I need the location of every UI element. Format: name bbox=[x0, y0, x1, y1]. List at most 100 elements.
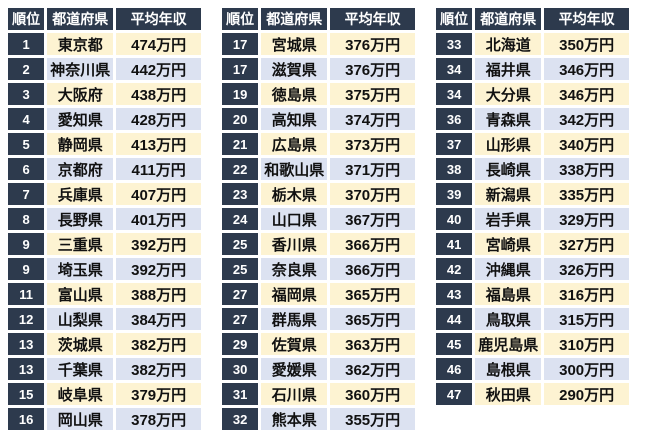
prefecture-cell: 北海道 bbox=[475, 33, 542, 55]
table-row: 2 神奈川県 442万円 bbox=[8, 58, 201, 80]
table-row: 13 茨城県 382万円 bbox=[8, 333, 201, 355]
prefecture-cell: 三重県 bbox=[47, 233, 114, 255]
prefecture-cell: 山梨県 bbox=[47, 308, 114, 330]
rank-column-header: 順位 bbox=[222, 8, 259, 30]
rank-cell: 16 bbox=[8, 408, 45, 430]
income-cell: 342万円 bbox=[544, 108, 629, 130]
income-cell: 388万円 bbox=[116, 283, 201, 305]
prefecture-cell: 千葉県 bbox=[47, 358, 114, 380]
income-cell: 326万円 bbox=[544, 258, 629, 280]
prefecture-cell: 静岡県 bbox=[47, 133, 114, 155]
rank-cell: 24 bbox=[222, 208, 259, 230]
table-row: 17 滋賀県 376万円 bbox=[222, 58, 415, 80]
table-row: 29 佐賀県 363万円 bbox=[222, 333, 415, 355]
rank-cell: 23 bbox=[222, 183, 259, 205]
income-cell: 366万円 bbox=[330, 233, 415, 255]
rank-cell: 13 bbox=[8, 333, 45, 355]
rank-column-header: 順位 bbox=[8, 8, 45, 30]
table-row: 3 大阪府 438万円 bbox=[8, 83, 201, 105]
prefecture-cell: 埼玉県 bbox=[47, 258, 114, 280]
ranking-tables-container: 順位 都道府県 平均年収 1 東京都 474万円 2 神奈川県 442万円 3 … bbox=[8, 5, 629, 433]
income-cell: 371万円 bbox=[330, 158, 415, 180]
prefecture-cell: 福島県 bbox=[475, 283, 542, 305]
income-cell: 366万円 bbox=[330, 258, 415, 280]
income-column-header: 平均年収 bbox=[116, 8, 201, 30]
income-cell: 290万円 bbox=[544, 383, 629, 405]
rank-cell: 17 bbox=[222, 58, 259, 80]
table-row: 6 京都府 411万円 bbox=[8, 158, 201, 180]
rank-cell: 8 bbox=[8, 208, 45, 230]
rank-cell: 9 bbox=[8, 258, 45, 280]
table-row: 24 山口県 367万円 bbox=[222, 208, 415, 230]
income-cell: 365万円 bbox=[330, 308, 415, 330]
income-cell: 382万円 bbox=[116, 333, 201, 355]
prefecture-cell: 兵庫県 bbox=[47, 183, 114, 205]
prefecture-cell: 滋賀県 bbox=[261, 58, 328, 80]
table-row: 30 愛媛県 362万円 bbox=[222, 358, 415, 380]
header-row: 順位 都道府県 平均年収 bbox=[436, 8, 629, 30]
prefecture-cell: 石川県 bbox=[261, 383, 328, 405]
income-cell: 428万円 bbox=[116, 108, 201, 130]
income-cell: 411万円 bbox=[116, 158, 201, 180]
prefecture-column-header: 都道府県 bbox=[475, 8, 542, 30]
table-row: 8 長野県 401万円 bbox=[8, 208, 201, 230]
table-row: 23 栃木県 370万円 bbox=[222, 183, 415, 205]
rank-cell: 42 bbox=[436, 258, 473, 280]
income-cell: 379万円 bbox=[116, 383, 201, 405]
table-row: 42 沖縄県 326万円 bbox=[436, 258, 629, 280]
rank-cell: 21 bbox=[222, 133, 259, 155]
ranking-table-2: 順位 都道府県 平均年収 17 宮城県 376万円 17 滋賀県 376万円 1… bbox=[219, 5, 418, 433]
income-cell: 338万円 bbox=[544, 158, 629, 180]
table-row: 25 奈良県 366万円 bbox=[222, 258, 415, 280]
rank-cell: 32 bbox=[222, 408, 259, 430]
income-cell: 363万円 bbox=[330, 333, 415, 355]
income-column-header: 平均年収 bbox=[330, 8, 415, 30]
income-cell: 392万円 bbox=[116, 233, 201, 255]
table-row: 16 岡山県 378万円 bbox=[8, 408, 201, 430]
table-row: 15 岐阜県 379万円 bbox=[8, 383, 201, 405]
rank-cell: 30 bbox=[222, 358, 259, 380]
table-row: 37 山形県 340万円 bbox=[436, 133, 629, 155]
prefecture-cell: 大分県 bbox=[475, 83, 542, 105]
income-cell: 355万円 bbox=[330, 408, 415, 430]
rank-cell: 27 bbox=[222, 283, 259, 305]
prefecture-cell: 和歌山県 bbox=[261, 158, 328, 180]
rank-cell: 19 bbox=[222, 83, 259, 105]
rank-column-header: 順位 bbox=[436, 8, 473, 30]
prefecture-column-header: 都道府県 bbox=[47, 8, 114, 30]
income-cell: 401万円 bbox=[116, 208, 201, 230]
table-row: 32 熊本県 355万円 bbox=[222, 408, 415, 430]
prefecture-cell: 宮崎県 bbox=[475, 233, 542, 255]
income-cell: 375万円 bbox=[330, 83, 415, 105]
table-row: 9 埼玉県 392万円 bbox=[8, 258, 201, 280]
prefecture-cell: 徳島県 bbox=[261, 83, 328, 105]
prefecture-cell: 東京都 bbox=[47, 33, 114, 55]
income-cell: 407万円 bbox=[116, 183, 201, 205]
prefecture-cell: 茨城県 bbox=[47, 333, 114, 355]
rank-cell: 17 bbox=[222, 33, 259, 55]
table-row: 33 北海道 350万円 bbox=[436, 33, 629, 55]
rank-cell: 1 bbox=[8, 33, 45, 55]
rank-cell: 22 bbox=[222, 158, 259, 180]
table-row: 12 山梨県 384万円 bbox=[8, 308, 201, 330]
table-row: 43 福島県 316万円 bbox=[436, 283, 629, 305]
table-row: 9 三重県 392万円 bbox=[8, 233, 201, 255]
income-cell: 346万円 bbox=[544, 83, 629, 105]
table-row: 13 千葉県 382万円 bbox=[8, 358, 201, 380]
prefecture-cell: 愛知県 bbox=[47, 108, 114, 130]
income-cell: 376万円 bbox=[330, 58, 415, 80]
prefecture-cell: 大阪府 bbox=[47, 83, 114, 105]
table-row: 36 青森県 342万円 bbox=[436, 108, 629, 130]
rank-cell: 47 bbox=[436, 383, 473, 405]
rank-cell: 44 bbox=[436, 308, 473, 330]
prefecture-cell: 長崎県 bbox=[475, 158, 542, 180]
rank-cell: 36 bbox=[436, 108, 473, 130]
prefecture-cell: 秋田県 bbox=[475, 383, 542, 405]
rank-cell: 46 bbox=[436, 358, 473, 380]
prefecture-cell: 高知県 bbox=[261, 108, 328, 130]
income-cell: 376万円 bbox=[330, 33, 415, 55]
prefecture-cell: 山口県 bbox=[261, 208, 328, 230]
prefecture-cell: 島根県 bbox=[475, 358, 542, 380]
income-cell: 350万円 bbox=[544, 33, 629, 55]
